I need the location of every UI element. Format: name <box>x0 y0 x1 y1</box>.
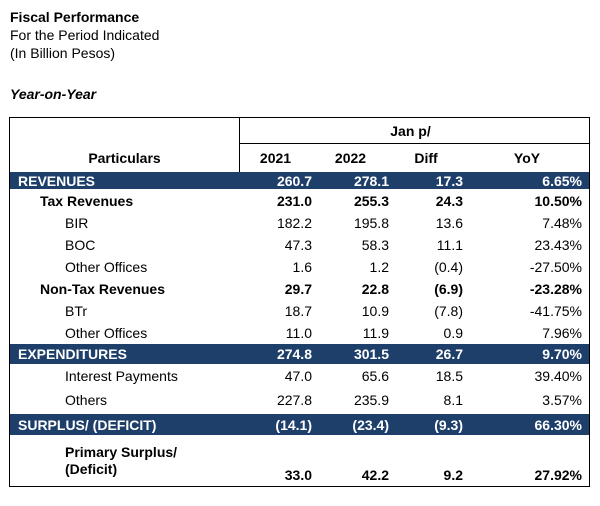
row-value-diff: 17.3 <box>435 172 463 189</box>
row-value-2022: 255.3 <box>353 192 389 209</box>
period-row: Jan p/ <box>10 118 589 143</box>
row-label: Interest Payments <box>65 368 178 384</box>
row-label: BTr <box>65 303 88 319</box>
row-label: Non-Tax Revenues <box>40 281 165 297</box>
period-label: Jan p/ <box>390 122 431 139</box>
row-value-diff: 24.3 <box>435 192 463 209</box>
row-label: Other Offices <box>65 259 148 275</box>
row-value-yoy: 27.92% <box>534 466 582 483</box>
table-row: BTr 18.7 10.9 (7.8) -41.75% <box>10 300 589 322</box>
col-particulars: Particulars <box>88 149 161 166</box>
row-value-yoy: 6.65% <box>542 172 582 189</box>
table-row: Tax Revenues 231.0 255.3 24.3 10.50% <box>10 189 589 212</box>
row-label: Other Offices <box>65 325 148 341</box>
section-label: Year-on-Year <box>10 86 97 102</box>
row-value-2022: 22.8 <box>361 281 389 297</box>
col-2021: 2021 <box>259 149 292 166</box>
row-label: Others <box>65 392 108 408</box>
row-value-2021: 18.7 <box>284 303 312 319</box>
row-value-diff: 13.6 <box>435 215 463 231</box>
row-value-2022: 10.9 <box>361 303 389 319</box>
row-value-2022: 11.9 <box>362 325 389 341</box>
row-label: SURPLUS/ (DEFICIT) <box>18 416 157 433</box>
report-unit: (In Billion Pesos) <box>10 45 116 61</box>
row-value-2021: 182.2 <box>276 215 312 231</box>
row-label: BIR <box>65 215 89 231</box>
row-value-2022: 58.3 <box>361 237 389 253</box>
row-value-yoy: 66.30% <box>534 416 582 433</box>
table-row: Non-Tax Revenues 29.7 22.8 (6.9) -23.28% <box>10 278 589 300</box>
table-row: Primary Surplus/ (Deficit) 33.0 42.2 9.2… <box>10 435 589 486</box>
row-value-2022: 195.8 <box>353 215 389 231</box>
report-title: Fiscal Performance <box>10 9 140 25</box>
row-label: Primary Surplus/ (Deficit) <box>65 435 177 486</box>
row-value-diff: 9.2 <box>443 466 463 483</box>
row-value-diff: 26.7 <box>435 346 463 362</box>
row-value-diff: 8.1 <box>443 392 463 408</box>
row-value-yoy: 7.48% <box>542 215 582 231</box>
row-value-2022: 278.1 <box>353 172 389 189</box>
table-row: SURPLUS/ (DEFICIT) (14.1) (23.4) (9.3) 6… <box>10 414 589 435</box>
row-value-2022: 1.2 <box>369 259 389 275</box>
row-value-2021: 274.8 <box>276 346 312 362</box>
row-label: REVENUES <box>18 172 96 189</box>
row-value-2021: (14.1) <box>275 416 312 433</box>
row-value-diff: (9.3) <box>434 416 463 433</box>
row-value-2021: 33.0 <box>284 466 312 483</box>
table-row: BOC 47.3 58.3 11.1 23.43% <box>10 234 589 256</box>
row-value-diff: 18.5 <box>435 368 463 384</box>
row-value-diff: 0.9 <box>443 325 463 341</box>
row-value-yoy: -23.28% <box>529 281 582 297</box>
table-row: Others 227.8 235.9 8.1 3.57% <box>10 388 589 412</box>
row-value-2021: 29.7 <box>284 281 312 297</box>
row-value-diff: (7.8) <box>434 303 463 319</box>
row-value-yoy: 23.43% <box>534 237 582 253</box>
table-row: BIR 182.2 195.8 13.6 7.48% <box>10 212 589 234</box>
row-value-2022: 65.6 <box>361 368 389 384</box>
row-value-2021: 227.8 <box>276 392 312 408</box>
row-value-yoy: -41.75% <box>529 303 582 319</box>
row-label-line2: (Deficit) <box>65 460 118 477</box>
row-value-yoy: 9.70% <box>542 346 582 362</box>
table-row: Other Offices 11.0 11.9 0.9 7.96% <box>10 322 589 344</box>
row-value-2021: 1.6 <box>292 259 312 275</box>
col-diff: Diff <box>414 149 438 166</box>
row-label-line1: Primary Surplus/ <box>65 443 178 460</box>
row-value-2021: 11.0 <box>285 325 312 341</box>
row-value-2021: 260.7 <box>276 172 312 189</box>
header-divider <box>239 118 240 172</box>
row-value-2021: 231.0 <box>276 192 312 209</box>
table-row: REVENUES 260.7 278.1 17.3 6.65% <box>10 172 589 189</box>
table-row: Interest Payments 47.0 65.6 18.5 39.40% <box>10 364 589 388</box>
row-label: EXPENDITURES <box>18 346 127 362</box>
col-yoy: YoY <box>513 149 541 166</box>
row-value-2022: (23.4) <box>352 416 389 433</box>
row-value-2021: 47.0 <box>284 368 312 384</box>
table-row: Other Offices 1.6 1.2 (0.4) -27.50% <box>10 256 589 278</box>
row-value-2022: 235.9 <box>353 392 389 408</box>
row-value-2022: 42.2 <box>361 466 389 483</box>
table-row: EXPENDITURES 274.8 301.5 26.7 9.70% <box>10 344 589 364</box>
row-value-diff: (0.4) <box>434 259 463 275</box>
row-label: Tax Revenues <box>40 192 134 209</box>
row-value-yoy: -27.50% <box>529 259 582 275</box>
fiscal-table: Jan p/ Particulars 2021 2022 Diff YoY RE… <box>9 117 590 487</box>
column-header-row: Particulars 2021 2022 Diff YoY <box>10 143 589 172</box>
row-value-yoy: 7.96% <box>542 325 582 341</box>
row-value-2022: 301.5 <box>353 346 389 362</box>
row-label: BOC <box>65 237 96 253</box>
report-subtitle: For the Period Indicated <box>10 27 160 43</box>
period-underline <box>239 143 589 144</box>
row-value-yoy: 3.57% <box>542 392 582 408</box>
row-value-yoy: 39.40% <box>534 368 582 384</box>
col-2022: 2022 <box>334 149 367 166</box>
row-value-yoy: 10.50% <box>534 192 582 209</box>
row-value-2021: 47.3 <box>284 237 312 253</box>
row-value-diff: 11.1 <box>436 237 463 253</box>
row-value-diff: (6.9) <box>434 281 463 297</box>
